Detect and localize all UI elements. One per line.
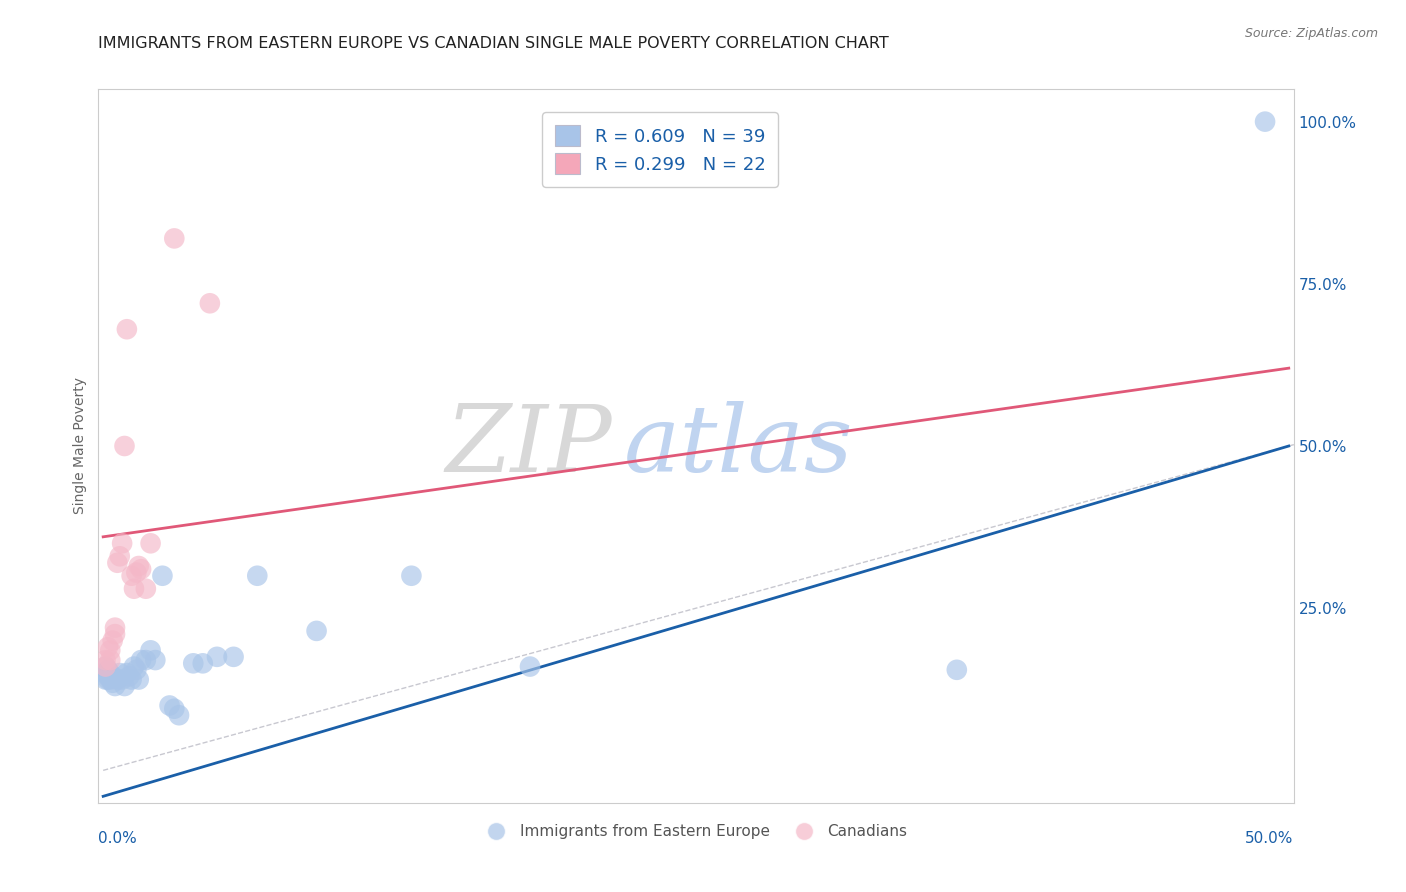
Point <box>305 624 328 638</box>
Point <box>97 640 120 654</box>
Point <box>139 643 162 657</box>
Point <box>128 673 150 687</box>
Point <box>129 562 152 576</box>
Point <box>122 582 145 596</box>
Point <box>139 536 162 550</box>
Point <box>163 231 186 245</box>
Point <box>111 673 134 687</box>
Point <box>191 657 214 671</box>
Point <box>98 653 121 667</box>
Point <box>98 673 121 687</box>
Point <box>98 643 121 657</box>
Point <box>104 679 127 693</box>
Point <box>167 708 190 723</box>
Point <box>118 669 141 683</box>
Point <box>101 669 124 683</box>
Text: IMMIGRANTS FROM EASTERN EUROPE VS CANADIAN SINGLE MALE POVERTY CORRELATION CHART: IMMIGRANTS FROM EASTERN EUROPE VS CANADI… <box>98 36 889 51</box>
Point <box>114 679 136 693</box>
Point <box>115 322 138 336</box>
Point <box>105 556 128 570</box>
Point <box>135 582 157 596</box>
Point <box>222 649 245 664</box>
Point <box>94 659 117 673</box>
Point <box>163 702 186 716</box>
Point <box>159 698 181 713</box>
Point <box>108 549 131 564</box>
Point <box>101 633 124 648</box>
Point <box>135 653 157 667</box>
Point <box>94 673 117 687</box>
Text: ZIP: ZIP <box>446 401 613 491</box>
Point <box>108 666 131 681</box>
Point <box>115 666 138 681</box>
Text: 0.0%: 0.0% <box>98 831 138 847</box>
Point <box>129 653 152 667</box>
Point <box>519 659 541 673</box>
Legend: Immigrants from Eastern Europe, Canadians: Immigrants from Eastern Europe, Canadian… <box>478 818 914 845</box>
Point <box>111 536 134 550</box>
Text: 50.0%: 50.0% <box>1246 831 1294 847</box>
Point <box>198 296 221 310</box>
Point <box>121 673 143 687</box>
Point <box>401 568 423 582</box>
Point <box>94 666 117 681</box>
Point <box>181 657 204 671</box>
Point <box>125 663 148 677</box>
Point <box>1254 114 1277 128</box>
Point <box>97 663 120 677</box>
Point <box>101 675 124 690</box>
Point <box>205 649 228 664</box>
Point <box>94 653 117 667</box>
Point <box>143 653 166 667</box>
Text: atlas: atlas <box>624 401 853 491</box>
Point <box>121 568 143 582</box>
Point <box>125 566 148 580</box>
Point <box>152 568 174 582</box>
Point <box>246 568 269 582</box>
Point <box>122 659 145 673</box>
Text: Source: ZipAtlas.com: Source: ZipAtlas.com <box>1244 27 1378 40</box>
Point <box>114 439 136 453</box>
Point <box>104 627 127 641</box>
Point <box>105 673 128 687</box>
Point <box>97 673 120 687</box>
Point <box>128 559 150 574</box>
Point <box>946 663 969 677</box>
Y-axis label: Single Male Poverty: Single Male Poverty <box>73 377 87 515</box>
Point <box>98 666 121 681</box>
Point <box>94 659 117 673</box>
Point <box>104 621 127 635</box>
Point <box>97 669 120 683</box>
